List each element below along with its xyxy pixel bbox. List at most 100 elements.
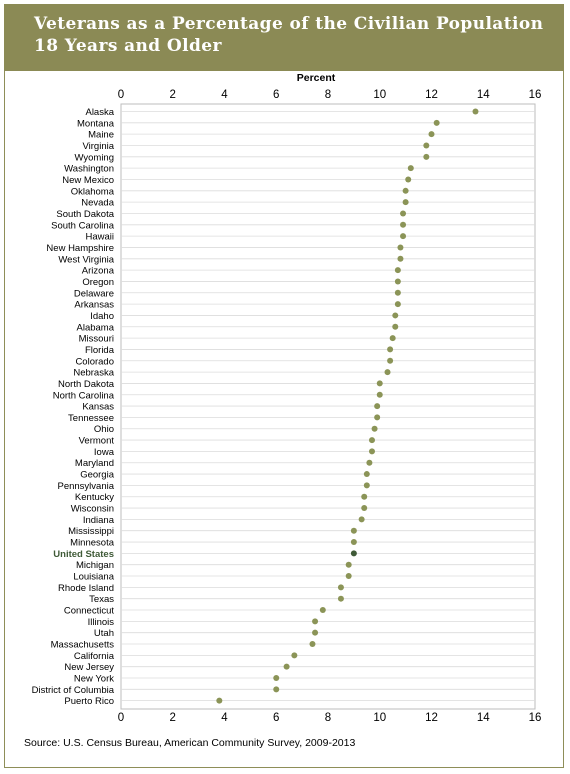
category-label: Mississippi xyxy=(68,526,114,537)
data-point xyxy=(402,187,409,194)
data-point xyxy=(400,233,407,240)
source-note: Source: U.S. Census Bureau, American Com… xyxy=(24,737,356,749)
data-point xyxy=(368,448,375,455)
data-point xyxy=(368,437,375,444)
data-point xyxy=(361,505,368,512)
category-label: Vermont xyxy=(79,436,115,447)
category-label: Montana xyxy=(77,118,115,129)
category-label: Wisconsin xyxy=(71,504,114,515)
category-label: District of Columbia xyxy=(32,685,115,696)
data-point xyxy=(273,686,280,693)
data-point xyxy=(392,312,399,319)
category-label: Indiana xyxy=(83,515,115,526)
data-point xyxy=(394,289,401,296)
x-tick-label-bottom: 4 xyxy=(221,712,228,724)
category-label: Oregon xyxy=(82,277,114,288)
data-point xyxy=(312,629,319,636)
x-tick-label-bottom: 0 xyxy=(118,712,124,724)
data-point xyxy=(397,244,404,251)
data-point xyxy=(402,199,409,206)
category-label: South Carolina xyxy=(51,220,115,231)
x-tick-label-top: 0 xyxy=(118,89,124,101)
category-label: Illinois xyxy=(88,617,115,628)
x-tick-label-bottom: 6 xyxy=(273,712,279,724)
category-label: Minnesota xyxy=(70,538,115,549)
x-tick-label-top: 2 xyxy=(170,89,176,101)
category-label: Massachusetts xyxy=(51,640,115,651)
data-point xyxy=(394,301,401,308)
category-label: Iowa xyxy=(94,447,115,458)
category-label: Tennessee xyxy=(68,413,114,424)
category-label: Idaho xyxy=(90,311,114,322)
data-point xyxy=(423,153,430,160)
x-tick-label-bottom: 12 xyxy=(425,712,438,724)
data-point xyxy=(273,675,280,681)
category-label: Utah xyxy=(94,628,114,639)
data-point xyxy=(337,584,344,591)
category-label: Washington xyxy=(64,164,114,175)
category-label: Louisiana xyxy=(73,572,114,583)
data-point xyxy=(350,539,357,546)
data-point xyxy=(389,335,396,342)
category-label: Alabama xyxy=(77,322,115,333)
category-label: Arizona xyxy=(82,266,115,277)
data-point xyxy=(387,346,394,353)
data-point xyxy=(358,516,365,523)
data-point xyxy=(283,663,290,670)
x-tick-label-top: 10 xyxy=(373,89,386,101)
category-label: Kentucky xyxy=(75,492,114,503)
category-label: Delaware xyxy=(74,288,114,299)
category-label: Connecticut xyxy=(64,606,115,617)
category-label: Nevada xyxy=(81,198,114,209)
category-label: Virginia xyxy=(82,141,114,152)
data-point xyxy=(397,255,404,262)
x-tick-label-top: 16 xyxy=(529,89,542,101)
category-label: South Dakota xyxy=(56,209,114,220)
data-point xyxy=(350,550,357,557)
category-label: Wyoming xyxy=(74,152,114,163)
data-point xyxy=(345,561,352,568)
category-label: Oklahoma xyxy=(71,186,115,197)
category-label: North Dakota xyxy=(58,379,115,390)
data-point xyxy=(319,607,326,614)
category-label: Alaska xyxy=(85,107,114,118)
category-label: California xyxy=(74,651,115,662)
data-point xyxy=(405,176,412,183)
x-tick-label-bottom: 10 xyxy=(373,712,386,724)
data-point xyxy=(363,471,370,478)
data-point xyxy=(423,142,430,149)
data-point xyxy=(387,357,394,364)
category-label: Pennsylvania xyxy=(57,481,114,492)
data-point xyxy=(376,380,383,387)
chart-frame xyxy=(4,4,564,768)
data-point xyxy=(407,165,414,172)
data-point xyxy=(337,595,344,602)
category-label: New Hampshire xyxy=(46,243,114,254)
x-tick-label-bottom: 14 xyxy=(477,712,490,724)
category-label: Georgia xyxy=(80,470,115,481)
data-point xyxy=(433,119,440,126)
x-tick-label-top: 8 xyxy=(325,89,331,101)
data-point xyxy=(291,652,298,659)
data-point xyxy=(428,131,435,138)
data-point xyxy=(350,527,357,534)
category-label: Hawaii xyxy=(85,232,114,243)
category-label: Texas xyxy=(89,594,114,605)
data-point xyxy=(400,221,407,228)
category-label: Maryland xyxy=(75,458,114,469)
data-point xyxy=(384,369,391,376)
category-label: Ohio xyxy=(94,424,114,435)
chart-title: Veterans as a Percentage of the Civilian… xyxy=(34,14,544,56)
category-label: Kansas xyxy=(82,402,114,413)
category-label: Rhode Island xyxy=(58,583,114,594)
category-label: Puerto Rico xyxy=(64,696,114,707)
data-point xyxy=(374,403,381,410)
data-point xyxy=(394,278,401,285)
data-point xyxy=(309,641,316,648)
x-tick-label-bottom: 8 xyxy=(325,712,331,724)
data-point xyxy=(366,459,373,466)
category-label: New Mexico xyxy=(62,175,114,186)
x-axis-title: Percent xyxy=(297,72,336,84)
x-tick-label-top: 4 xyxy=(221,89,228,101)
